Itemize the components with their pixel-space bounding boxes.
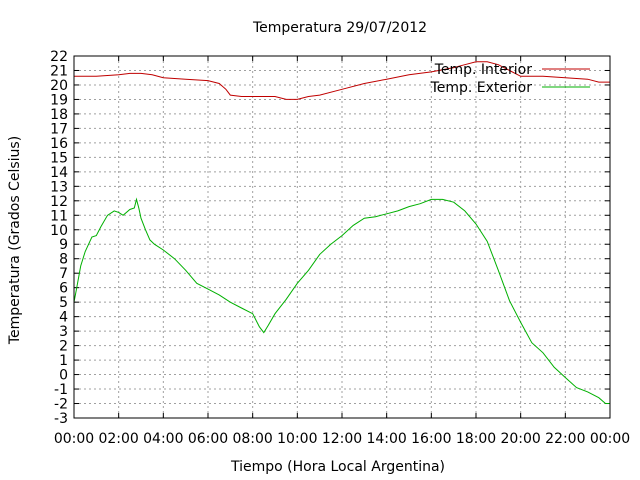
y-tick-label: 5 [59, 295, 68, 311]
y-tick-label: 12 [50, 194, 68, 210]
x-tick-label: 20:00 [500, 431, 540, 447]
x-tick-label: 00:00 [54, 431, 94, 447]
series-lines [73, 61, 610, 404]
series-line-0 [74, 61, 610, 100]
y-tick-label: 17 [50, 121, 68, 137]
series-line-1 [73, 197, 610, 404]
y-tick-label: 1 [59, 353, 68, 369]
y-tick-label: 11 [50, 208, 68, 224]
x-tick-label: 12:00 [322, 431, 362, 447]
y-axis-label: Temperatura (Grados Celsius) [7, 136, 23, 345]
y-tick-label: -2 [54, 397, 68, 413]
x-axis-label: Tiempo (Hora Local Argentina) [230, 459, 445, 475]
grid-lines [74, 56, 610, 418]
x-tick-label: 18:00 [456, 431, 496, 447]
y-tick-label: -1 [54, 382, 68, 398]
y-axis-ticks: -3-2-10123456789101112131415161718192021… [50, 49, 610, 427]
x-tick-label: 04:00 [143, 431, 183, 447]
x-tick-label: 06:00 [188, 431, 228, 447]
legend: Temp. Interior Temp. Exterior [430, 62, 590, 96]
y-tick-label: 22 [50, 49, 68, 65]
x-tick-label: 14:00 [366, 431, 406, 447]
y-tick-label: 19 [50, 92, 68, 108]
y-tick-label: 0 [59, 368, 68, 384]
x-axis-ticks: 00:00 02:00 04:00 06:00 08:00 10:00 12:00 14:00… [54, 56, 630, 447]
y-tick-label: -3 [54, 411, 68, 427]
y-tick-label: 16 [50, 136, 68, 152]
legend-label: Temp. Exterior [430, 80, 533, 96]
y-tick-label: 18 [50, 107, 68, 123]
y-tick-label: 15 [50, 150, 68, 166]
y-tick-label: 10 [50, 223, 68, 239]
y-tick-label: 9 [59, 237, 68, 253]
y-tick-label: 4 [59, 310, 68, 326]
x-tick-label: 16:00 [411, 431, 451, 447]
y-tick-label: 6 [59, 281, 68, 297]
y-tick-label: 13 [50, 179, 68, 195]
legend-label: Temp. Interior [434, 62, 533, 78]
plot-frame [73, 55, 611, 419]
y-tick-label: 3 [59, 324, 68, 340]
chart-title: Temperatura 29/07/2012 [252, 20, 427, 36]
x-tick-label: 00:00 [590, 431, 630, 447]
y-tick-label: 2 [59, 339, 68, 355]
y-tick-label: 14 [50, 165, 68, 181]
y-tick-label: 8 [59, 252, 68, 268]
x-tick-label: 08:00 [232, 431, 272, 447]
y-tick-label: 21 [50, 63, 68, 79]
y-tick-label: 20 [50, 78, 68, 94]
x-tick-label: 10:00 [277, 431, 317, 447]
x-tick-label: 02:00 [98, 431, 138, 447]
y-tick-label: 7 [59, 266, 68, 282]
x-tick-label: 22:00 [545, 431, 585, 447]
